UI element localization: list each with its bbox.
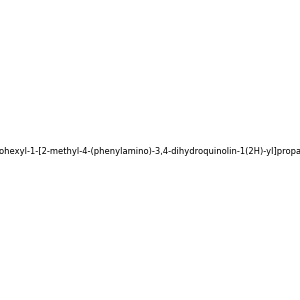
Text: 3-cyclohexyl-1-[2-methyl-4-(phenylamino)-3,4-dihydroquinolin-1(2H)-yl]propan-1-o: 3-cyclohexyl-1-[2-methyl-4-(phenylamino)…: [0, 147, 300, 156]
